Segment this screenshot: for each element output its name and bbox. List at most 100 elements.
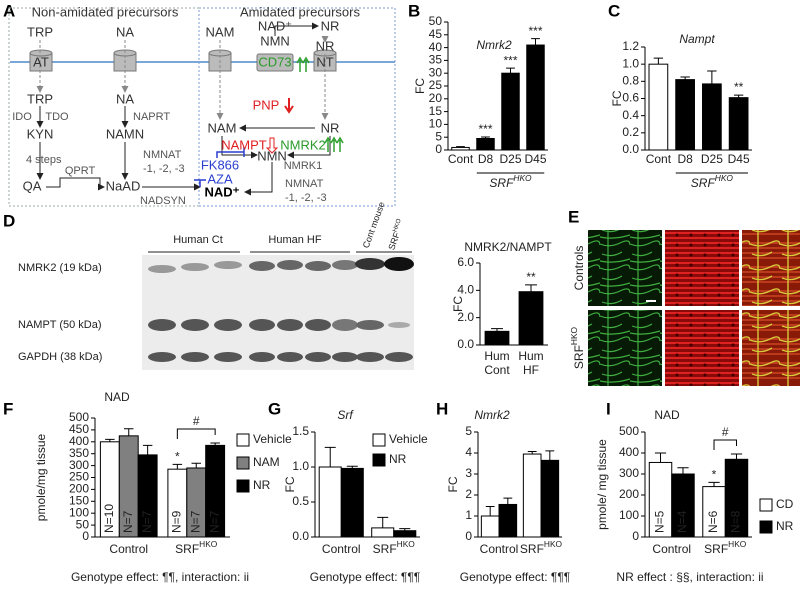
label-text: SRF xyxy=(373,542,397,556)
n-label: N=9 xyxy=(170,510,184,533)
label-sup: HKO xyxy=(715,173,734,183)
enzyme: CD73 xyxy=(258,54,291,69)
y-tick-label: 200 xyxy=(69,482,89,496)
row-label: GAPDH (38 kDa) xyxy=(18,351,102,363)
node: QA xyxy=(23,178,42,193)
chart-title: NMRK2/NAMPT xyxy=(464,240,552,254)
error-bar xyxy=(346,465,358,469)
significance: ** xyxy=(526,270,536,284)
bar xyxy=(451,146,470,151)
significance: * xyxy=(175,450,180,464)
legend-swatch xyxy=(759,520,773,534)
y-tick-label: 400 xyxy=(69,434,89,448)
group-label: SRFHKO xyxy=(489,173,532,190)
y-tick-label: 4.0 xyxy=(457,283,474,297)
image xyxy=(588,230,662,306)
enzyme: NAMPT xyxy=(221,137,267,152)
y-tick-label: 3 xyxy=(465,466,472,480)
legend-label: Vehicle xyxy=(389,432,428,446)
x-tick-label: D45 xyxy=(728,152,750,166)
y-tick-label: 4 xyxy=(465,445,472,459)
node: NA xyxy=(116,24,134,39)
bracket xyxy=(176,428,216,439)
image xyxy=(665,310,739,386)
micrographs: Controls SRFHKO xyxy=(569,230,800,386)
legend-label: CD xyxy=(776,497,794,511)
y-tick-label: 300 xyxy=(69,458,89,472)
bar xyxy=(728,97,749,151)
y-tick-label: 0.2 xyxy=(622,125,639,139)
error-bar xyxy=(680,76,690,80)
x-tick-label: D8 xyxy=(677,152,693,166)
y-tick-label: 20 xyxy=(429,91,443,105)
row-label: NAMPT (50 kDa) xyxy=(18,319,102,331)
error-bar xyxy=(545,450,555,461)
y-axis-label: FC xyxy=(283,476,297,492)
y-tick-label: 300 xyxy=(619,466,639,480)
enzyme: NMRK2 xyxy=(280,137,326,152)
x-tick-label: Hum HF xyxy=(518,349,543,377)
y-tick-label: 5 xyxy=(465,424,472,438)
legend-label: NR xyxy=(253,478,271,492)
legend-swatch xyxy=(236,479,250,493)
enzyme: IDO xyxy=(12,111,32,123)
label-sup: HKO xyxy=(728,539,747,549)
panel-label: I xyxy=(606,399,611,418)
error-bar xyxy=(481,136,490,139)
enzyme: NMRK1 xyxy=(284,160,323,172)
bar xyxy=(518,291,544,346)
node: NAD⁺ xyxy=(204,184,239,199)
y-tick-label: 0.4 xyxy=(622,108,639,122)
error-bar xyxy=(124,428,134,436)
step-label: 4 steps xyxy=(26,154,62,166)
y-tick-label: 500 xyxy=(69,410,89,424)
error-bar xyxy=(525,284,537,292)
n-label: N=7 xyxy=(121,510,135,533)
y-tick-label: 0.6 xyxy=(622,91,639,105)
y-tick-label: 50 xyxy=(76,517,90,531)
chart-note: Genotype effect: ¶¶¶ xyxy=(310,570,421,584)
panel-label: H xyxy=(436,399,448,418)
diagram-header: Non-amidated precursors xyxy=(32,4,179,19)
x-tick-label: Control xyxy=(652,542,691,556)
error-bar xyxy=(191,462,201,468)
x-tick-label: Control xyxy=(109,542,148,556)
transporter-label: AT xyxy=(33,54,49,69)
n-label: N=5 xyxy=(653,510,667,533)
error-bar xyxy=(677,467,689,474)
y-tick-label: 1 xyxy=(465,508,472,522)
y-axis-label: pmole/mg tissue xyxy=(34,433,48,521)
legend-label: NR xyxy=(389,452,407,466)
error-bar xyxy=(733,94,744,98)
n-label: N=10 xyxy=(102,504,116,533)
y-axis-label: FC xyxy=(610,90,624,106)
enzyme: NMNAT xyxy=(143,149,182,161)
label-line: HF xyxy=(523,363,539,377)
label-text: SRF xyxy=(691,176,716,190)
inhibitor: FK866 xyxy=(201,157,239,172)
y-tick-label: 100 xyxy=(69,505,89,519)
n-label: N=7 xyxy=(188,510,202,533)
y-tick-label: 2.0 xyxy=(457,310,474,324)
panel-label: F xyxy=(3,399,13,418)
error-bar xyxy=(707,70,717,84)
chart-title: Nmrk2 xyxy=(474,408,510,422)
label-text: SRF xyxy=(175,542,199,556)
label-sup: HKO xyxy=(544,539,563,549)
y-tick-label: 5 xyxy=(435,129,442,143)
y-tick-label: 50 xyxy=(429,14,443,28)
error-bar xyxy=(506,67,515,74)
x-tick-label: SRFHKO xyxy=(373,539,416,556)
significance: * xyxy=(712,468,717,482)
enzyme: PNP xyxy=(253,97,280,112)
row-label: SRFHKO xyxy=(569,326,586,369)
enzyme: TDO xyxy=(45,111,69,123)
y-tick-label: 250 xyxy=(69,470,89,484)
node: NAMN xyxy=(106,126,144,141)
y-tick-label: 1.2 xyxy=(622,39,639,53)
legend-label: NAM xyxy=(253,455,280,469)
label-line: Hum xyxy=(518,349,543,363)
image xyxy=(665,230,739,306)
error-bar xyxy=(527,451,537,455)
label-sup: HKO xyxy=(513,173,532,183)
